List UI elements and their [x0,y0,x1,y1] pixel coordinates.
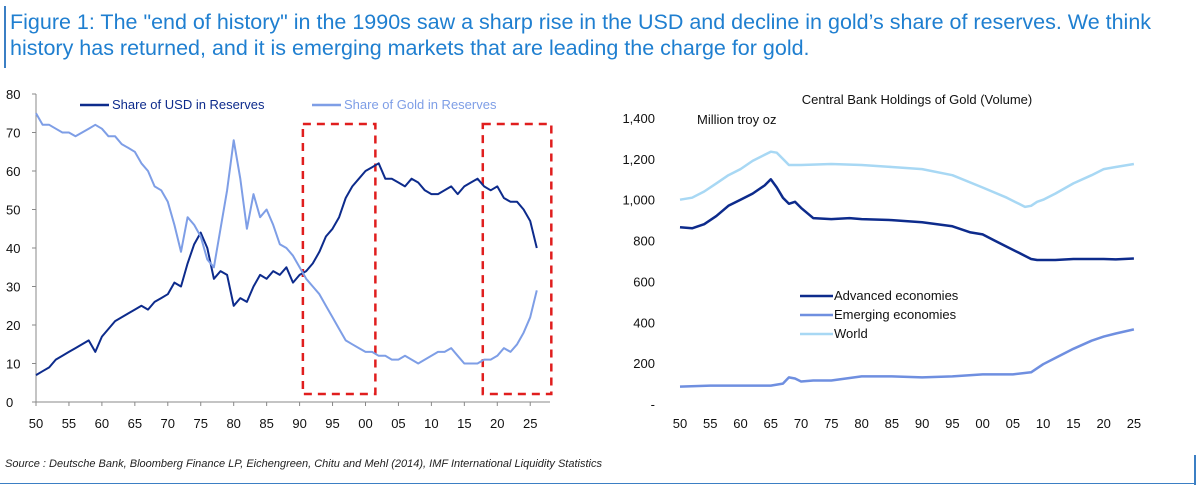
highlight-box-1 [301,122,377,396]
left-chart: 0 10 20 30 40 50 60 70 80 50 55 60 65 70 75 80 85 90 95 00… [6,87,553,431]
left-x-ticks: 50 55 60 65 70 75 80 85 90 95 00 05 10 15 20 25 [29,402,537,431]
right-y-tick-label: - [651,397,655,412]
right-x-tick-label: 80 [854,416,868,431]
left-x-tick-label: 00 [358,416,372,431]
left-y-tick-label: 10 [6,357,20,372]
legend-label-gold: Share of Gold in Reserves [344,97,497,112]
left-y-tick-label: 80 [6,87,20,102]
left-y-tick-label: 50 [6,203,20,218]
right-x-tick-label: 55 [703,416,717,431]
left-x-tick-label: 25 [523,416,537,431]
right-x-tick-label: 85 [885,416,899,431]
left-x-tick-label: 10 [424,416,438,431]
right-x-tick-label: 15 [1066,416,1080,431]
left-x-tick-label: 15 [457,416,471,431]
series-line-emerging [679,328,1135,388]
right-x-tick-label: 05 [1006,416,1020,431]
left-x-tick-label: 50 [29,416,43,431]
left-x-tick-label: 60 [95,416,109,431]
right-legend: Advanced economies Emerging economies Wo… [800,288,959,341]
left-x-tick-label: 90 [292,416,306,431]
left-legend: Share of USD in Reserves Share of Gold i… [80,97,497,112]
title-bar: Figure 1: The "end of history" in the 19… [0,0,1200,70]
left-x-tick-label: 20 [490,416,504,431]
legend-label-emerging: Emerging economies [834,307,957,322]
source-note: Source : Deutsche Bank, Bloomberg Financ… [5,458,602,470]
right-y-tick-label: 1,000 [622,193,655,208]
right-series-lines [679,150,1135,388]
charts-canvas: 0 10 20 30 40 50 60 70 80 50 55 60 65 70 75 80 85 90 95 00… [6,87,1141,431]
left-y-tick-label: 30 [6,280,20,295]
right-x-tick-label: 95 [945,416,959,431]
left-y-tick-label: 40 [6,241,20,256]
series-line-gold [35,112,538,365]
right-x-tick-label: 00 [975,416,989,431]
left-x-tick-label: 55 [62,416,76,431]
legend-label-world: World [834,326,868,341]
right-x-tick-label: 90 [915,416,929,431]
left-x-tick-label: 70 [161,416,175,431]
right-x-tick-label: 70 [794,416,808,431]
left-x-tick-label: 65 [128,416,142,431]
right-x-tick-label: 75 [824,416,838,431]
title-accent-rule [4,6,6,68]
legend-label-advanced: Advanced economies [834,288,959,303]
right-chart: Central Bank Holdings of Gold (Volume) M… [622,92,1141,431]
series-line-world [679,150,1135,209]
series-line-usd [35,162,538,376]
right-x-tick-label: 50 [673,416,687,431]
left-x-tick-label: 85 [259,416,273,431]
right-y-ticks: - 200 400 600 800 1,000 1,200 1,400 [622,111,655,412]
right-y-tick-label: 600 [633,274,655,289]
left-x-tick-label: 05 [391,416,405,431]
left-x-tick-label: 95 [325,416,339,431]
bottom-border-rule [0,483,1196,484]
series-line-advanced [679,178,1134,262]
right-chart-title: Central Bank Holdings of Gold (Volume) [802,92,1033,107]
right-x-tick-label: 25 [1127,416,1141,431]
right-x-tick-label: 10 [1036,416,1050,431]
right-x-ticks: 50 55 60 65 70 75 80 85 90 95 00 05 10 15 20 25 [673,416,1141,431]
figure-title: Figure 1: The "end of history" in the 19… [10,10,1152,60]
left-y-tick-label: 0 [6,395,13,410]
right-y-tick-label: 1,200 [622,152,655,167]
legend-label-usd: Share of USD in Reserves [112,97,265,112]
left-y-tick-label: 70 [6,126,20,141]
right-y-tick-label: 800 [633,234,655,249]
right-border-rule [1194,455,1196,485]
right-x-tick-label: 20 [1096,416,1110,431]
left-y-ticks: 0 10 20 30 40 50 60 70 80 [6,87,36,410]
right-x-tick-label: 65 [764,416,778,431]
left-y-tick-label: 60 [6,164,20,179]
left-highlight-boxes [301,122,553,396]
right-y-tick-label: 400 [633,315,655,330]
right-x-tick-label: 60 [733,416,747,431]
right-y-tick-label: 200 [633,356,655,371]
left-series-lines [35,112,538,376]
left-x-tick-label: 80 [226,416,240,431]
highlight-box-2 [481,122,553,396]
right-y-tick-label: 1,400 [622,111,655,126]
right-chart-unit-label: Million troy oz [697,112,776,127]
left-y-tick-label: 20 [6,318,20,333]
left-x-tick-label: 75 [194,416,208,431]
